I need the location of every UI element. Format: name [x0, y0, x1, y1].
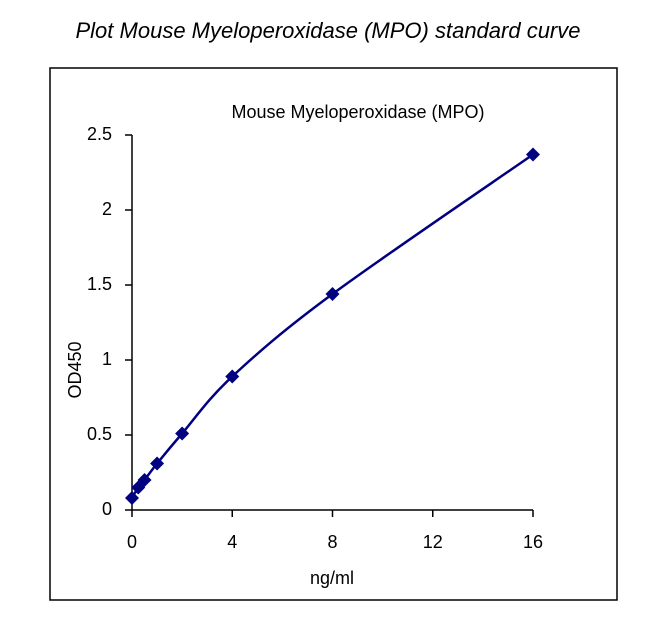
x-tick-label: 8 — [327, 532, 337, 552]
x-tick-label: 4 — [227, 532, 237, 552]
data-point — [175, 426, 190, 441]
data-point — [526, 147, 540, 162]
data-point — [137, 473, 152, 487]
y-tick-label: 0.5 — [87, 424, 112, 444]
curve — [130, 153, 534, 499]
y-axis-label: OD450 — [65, 341, 85, 398]
data-point — [125, 491, 139, 505]
frame — [49, 67, 618, 601]
x-tick-label: 0 — [127, 532, 137, 552]
y-tick-label: 2.5 — [87, 124, 112, 144]
page-title: Plot Mouse Myeloperoxidase (MPO) standar… — [76, 18, 581, 43]
y-tick-label: 1.5 — [87, 274, 112, 294]
data-point — [150, 456, 165, 471]
chart-title: Mouse Myeloperoxidase (MPO) — [231, 102, 484, 122]
y-tick-label: 1 — [102, 349, 112, 369]
x-tick-label: 12 — [423, 532, 443, 552]
data-point — [325, 287, 340, 301]
y-tick-label: 0 — [102, 499, 112, 519]
y-tick-label: 2 — [102, 199, 112, 219]
x-axis-label: ng/ml — [310, 568, 354, 588]
x-tick-label: 16 — [523, 532, 543, 552]
data-point — [225, 369, 240, 384]
